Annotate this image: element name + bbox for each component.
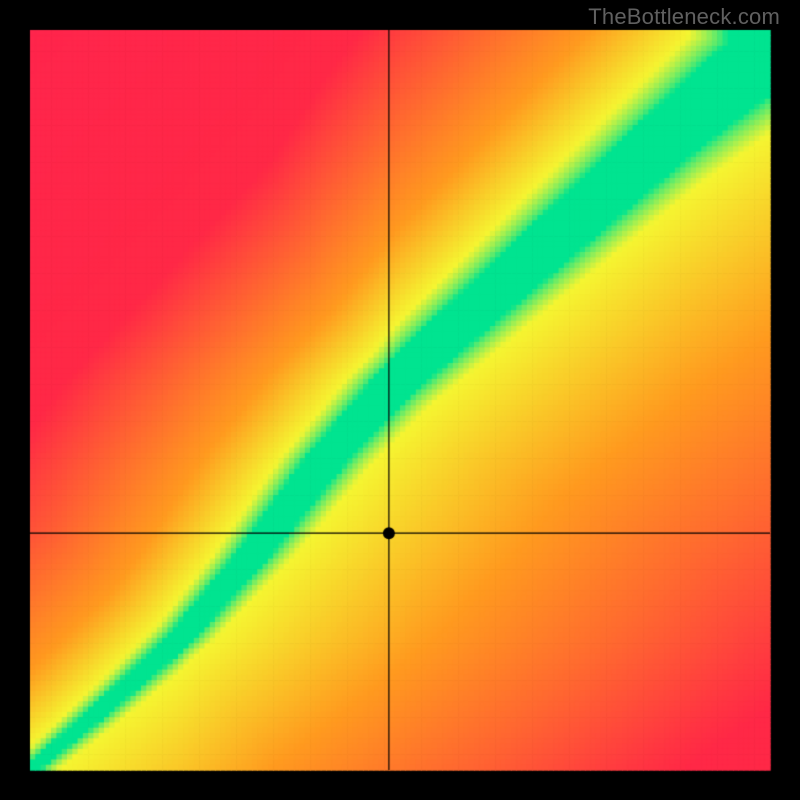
watermark-text: TheBottleneck.com <box>588 4 780 30</box>
heatmap-canvas <box>0 0 800 800</box>
chart-container: TheBottleneck.com <box>0 0 800 800</box>
